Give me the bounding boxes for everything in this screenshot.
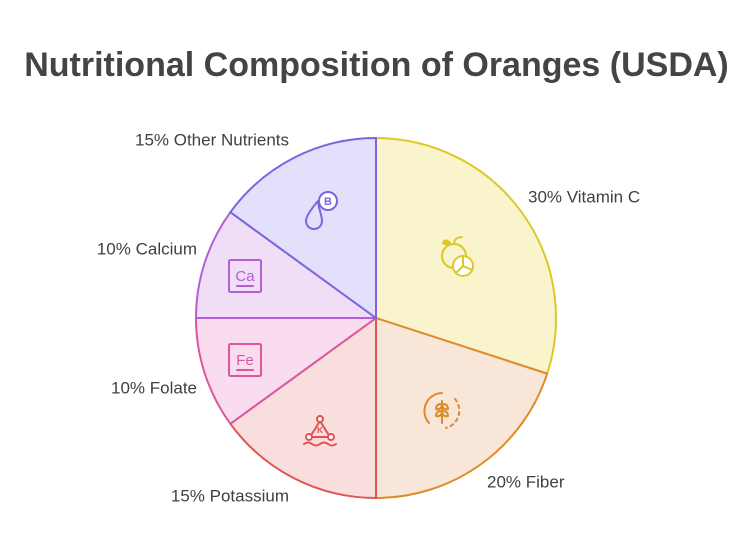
svg-text:Fe: Fe bbox=[236, 352, 254, 369]
wheat-icon bbox=[423, 392, 461, 429]
vitamin-b-drop-icon: B bbox=[305, 191, 338, 230]
slice-label-other-nutrients: 15% Other Nutrients bbox=[135, 130, 289, 149]
pie-slice-fiber bbox=[375, 317, 549, 499]
slice-label-fiber: 20% Fiber bbox=[487, 472, 565, 491]
pie-slice-other-nutrients bbox=[229, 137, 377, 319]
svg-text:Ca: Ca bbox=[235, 268, 255, 285]
slice-labels: 30% Vitamin C 20% Fiber 15% Potassium 10% F… bbox=[97, 130, 640, 505]
slice-icons: K Fe Ca B bbox=[228, 191, 474, 447]
chart-title: Nutritional Composition of Oranges (USDA… bbox=[24, 46, 729, 84]
slice-label-potassium: 15% Potassium bbox=[171, 486, 289, 505]
slice-label-folate: 10% Folate bbox=[111, 378, 197, 397]
slice-label-vitamin-c: 30% Vitamin C bbox=[528, 187, 640, 206]
pie-slice-potassium bbox=[229, 317, 377, 499]
svg-text:K: K bbox=[317, 426, 323, 435]
svg-text:B: B bbox=[324, 196, 332, 208]
potassium-molecule-icon: K bbox=[303, 415, 337, 447]
orange-icon bbox=[441, 236, 474, 277]
ca-element-icon: Ca bbox=[228, 259, 262, 293]
pie-slices bbox=[195, 137, 557, 499]
slice-label-calcium: 10% Calcium bbox=[97, 239, 197, 258]
fe-element-icon: Fe bbox=[228, 343, 262, 377]
